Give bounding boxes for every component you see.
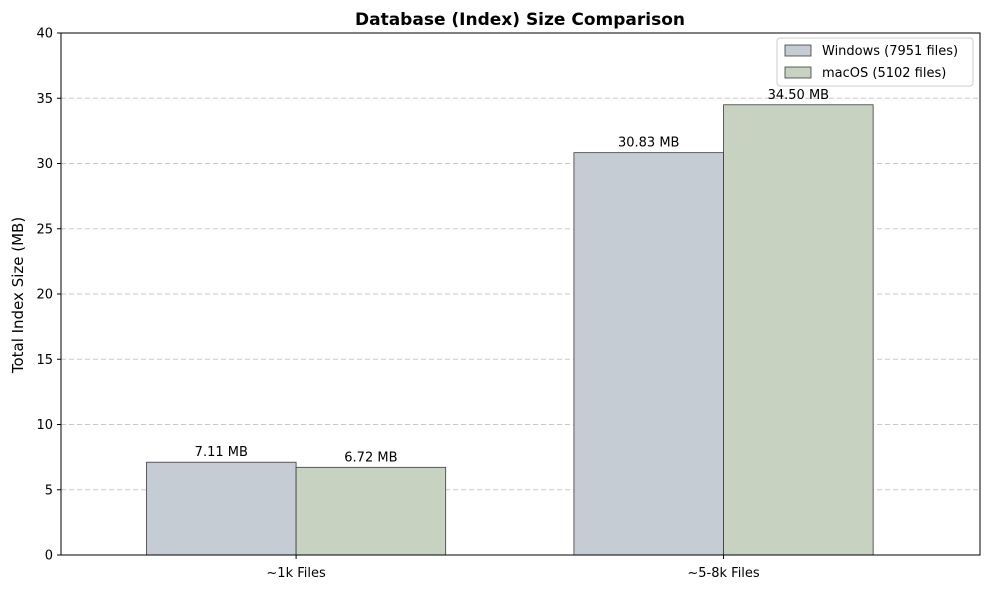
bar-macos-2 (723, 104, 874, 556)
y-tick-label: 30 (36, 157, 53, 172)
chart-title: Database (Index) Size Comparison (355, 10, 685, 30)
y-tick-label: 40 (36, 27, 53, 42)
y-axis-label: Total Index Size (MB) (9, 217, 27, 374)
y-tick-label: 20 (36, 288, 53, 303)
legend: Windows (7951 files) macOS (5102 files) (776, 37, 974, 87)
y-tick-label: 15 (36, 353, 53, 368)
y-tick-label: 5 (45, 483, 53, 498)
x-tick-label: ~5-8k Files (687, 566, 760, 581)
y-tick-label: 25 (36, 222, 53, 237)
legend-label-windows: Windows (7951 files) (822, 44, 958, 59)
y-tick-label: 10 (36, 418, 53, 433)
x-axis-ticks: ~1k Files ~5-8k Files (266, 555, 760, 581)
bar-value-labels: 7.11 MB 6.72 MB 30.83 MB 34.50 MB (195, 88, 829, 466)
y-tick-label: 35 (36, 92, 53, 107)
legend-box (776, 37, 974, 87)
y-axis-ticks: 0 5 10 15 20 25 30 35 40 (36, 27, 61, 564)
bar-value-label: 30.83 MB (618, 136, 679, 151)
bar-value-label: 34.50 MB (768, 88, 829, 103)
x-tick-label: ~1k Files (266, 566, 326, 581)
legend-swatch-windows (784, 44, 812, 57)
legend-label-macos: macOS (5102 files) (822, 66, 946, 81)
grid-lines (61, 97, 980, 491)
bar-value-label: 6.72 MB (344, 450, 397, 465)
legend-swatch-macos (784, 66, 812, 79)
bar-value-label: 7.11 MB (195, 445, 248, 460)
bar-macos-1 (295, 466, 447, 556)
bar-windows-1 (146, 461, 297, 556)
y-tick-label: 0 (45, 549, 53, 564)
bar-windows-2 (573, 152, 724, 556)
bars (146, 104, 874, 556)
